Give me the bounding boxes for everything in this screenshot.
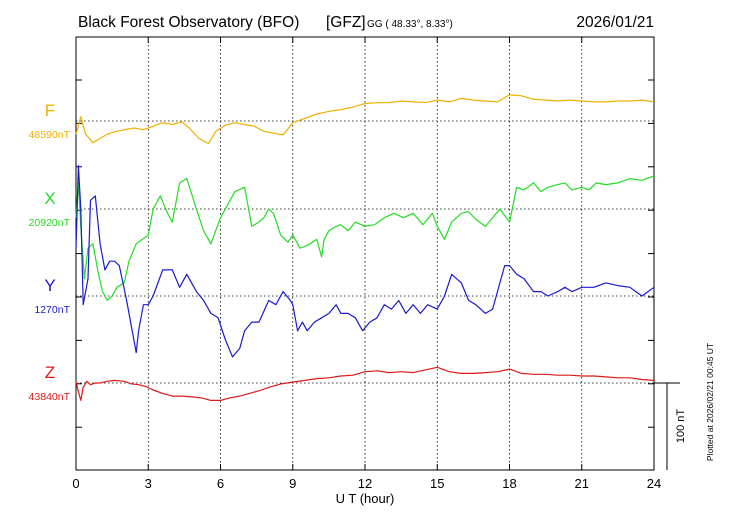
series-labels: F 48590nT X 20920nT Y 1270nT Z 43840nT: [29, 101, 71, 403]
series-baseline-z: 43840nT: [29, 391, 71, 403]
x-tick-label: 15: [430, 476, 444, 491]
series-baseline-f: 48590nT: [29, 129, 71, 141]
x-tick-label: 21: [575, 476, 589, 491]
agency-label: [GFZ]: [326, 14, 366, 31]
x-tick-label: 3: [145, 476, 152, 491]
series-line-y: [75, 164, 655, 358]
series-line-z: [75, 366, 655, 401]
chart-title: Black Forest Observatory (BFO): [78, 14, 299, 31]
x-tick-label: 18: [502, 476, 516, 491]
x-tick-label: 24: [647, 476, 661, 491]
series-baseline-y: 1270nT: [34, 304, 70, 316]
grid-lines: [76, 37, 654, 470]
chart-date: 2026/01/21: [576, 14, 654, 31]
series-baseline-x: 20920nT: [29, 217, 71, 229]
series-name-z: Z: [45, 363, 55, 382]
plotted-at-note: Plotted at 2026/02/21 00:45 UT: [705, 343, 715, 461]
series-line-f: [75, 94, 655, 145]
station-coordinates: GG ( 48.33°, 8.33°): [367, 19, 453, 30]
x-axis-ticks: 0 3 6 9 12 15 18 21 24: [72, 37, 661, 491]
x-tick-label: 12: [358, 476, 372, 491]
x-tick-label: 6: [217, 476, 224, 491]
series-line-x: [75, 175, 655, 301]
scale-bar-label: 100 nT: [675, 409, 687, 444]
series-name-x: X: [44, 189, 55, 208]
x-axis-label: U T (hour): [336, 491, 395, 506]
x-tick-label: 9: [289, 476, 296, 491]
series-name-y: Y: [44, 276, 55, 295]
series-name-f: F: [45, 101, 55, 120]
series-traces: [75, 94, 655, 401]
x-tick-label: 0: [72, 476, 79, 491]
